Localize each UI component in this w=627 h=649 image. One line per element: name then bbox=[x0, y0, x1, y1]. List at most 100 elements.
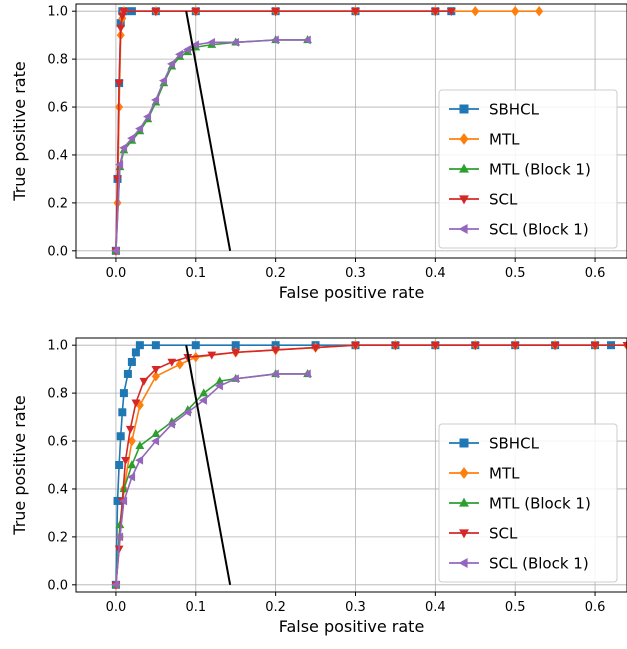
data-point bbox=[311, 344, 320, 353]
data-point bbox=[167, 419, 176, 429]
data-point bbox=[590, 341, 600, 350]
data-point bbox=[151, 365, 161, 374]
data-point bbox=[143, 112, 152, 122]
data-point bbox=[115, 520, 125, 529]
data-point bbox=[135, 124, 144, 134]
plot-frame bbox=[75, 337, 627, 593]
data-point bbox=[351, 341, 360, 350]
data-point bbox=[271, 7, 281, 16]
series-mtl-block-1- bbox=[111, 35, 312, 255]
x-tick-label: 0.0 bbox=[106, 266, 127, 281]
data-point bbox=[182, 407, 191, 417]
data-point bbox=[271, 346, 281, 355]
data-point bbox=[116, 24, 126, 33]
data-point bbox=[230, 37, 239, 47]
data-point bbox=[206, 37, 215, 47]
legend-marker bbox=[459, 104, 469, 114]
y-tick-label: 1.0 bbox=[47, 339, 68, 354]
series-scl-block-1- bbox=[111, 35, 311, 256]
y-tick-label: 0.2 bbox=[47, 530, 68, 545]
series-line bbox=[115, 39, 308, 251]
y-tick-label: 0.6 bbox=[47, 101, 68, 116]
data-point bbox=[471, 5, 480, 17]
legend-marker bbox=[459, 467, 469, 479]
legend-marker bbox=[459, 438, 469, 448]
data-point bbox=[115, 532, 124, 542]
legend: SBHCL MTL MTL (Block 1) SCL SCL (Block 1) bbox=[438, 89, 618, 249]
series-scl bbox=[111, 7, 456, 256]
y-tick-label: 1.0 bbox=[47, 5, 68, 20]
data-point bbox=[114, 79, 124, 88]
data-point bbox=[115, 461, 124, 469]
data-point bbox=[127, 133, 136, 143]
legend-marker bbox=[459, 497, 469, 507]
data-point bbox=[182, 45, 191, 54]
x-tick-label: 0.2 bbox=[265, 600, 286, 615]
series-diagonal-line bbox=[185, 11, 232, 251]
legend-marker bbox=[459, 529, 469, 539]
y-tick-label: 0.0 bbox=[47, 244, 68, 259]
legend-item: MTL bbox=[449, 465, 520, 483]
data-point bbox=[125, 425, 135, 434]
legend-item: SCL bbox=[449, 191, 518, 209]
data-point bbox=[121, 457, 130, 466]
legend-item: SCL (Block 1) bbox=[449, 221, 589, 239]
legend-label: SCL bbox=[489, 191, 518, 209]
legend-label: SCL (Block 1) bbox=[489, 555, 589, 573]
y-tick-label: 0.0 bbox=[47, 578, 68, 593]
data-point bbox=[139, 377, 149, 386]
legend: SBHCL MTL MTL (Block 1) SCL SCL (Block 1) bbox=[438, 423, 618, 583]
data-point bbox=[191, 341, 200, 350]
data-point bbox=[231, 349, 241, 358]
series-scl bbox=[111, 341, 627, 590]
data-point bbox=[119, 7, 129, 16]
series-line bbox=[115, 39, 308, 251]
data-point bbox=[135, 455, 144, 465]
data-point bbox=[116, 432, 125, 441]
data-point bbox=[470, 341, 480, 350]
data-point bbox=[198, 395, 207, 405]
x-axis-label: False positive rate bbox=[279, 617, 425, 636]
y-tick-label: 0.6 bbox=[47, 435, 68, 450]
legend-label: SCL bbox=[489, 525, 518, 543]
x-tick-label: 0.4 bbox=[425, 266, 446, 281]
series-line bbox=[185, 345, 232, 585]
data-point bbox=[391, 341, 400, 350]
series-line bbox=[115, 344, 627, 585]
legend-item: MTL (Block 1) bbox=[449, 495, 591, 513]
series-diagonal-line bbox=[185, 345, 232, 585]
data-point bbox=[199, 388, 209, 397]
data-point bbox=[270, 369, 279, 379]
legend-item: SCL bbox=[449, 525, 518, 543]
data-point bbox=[535, 5, 544, 17]
legend-item: MTL (Block 1) bbox=[449, 161, 591, 179]
data-point bbox=[175, 359, 184, 370]
x-tick-label: 0.5 bbox=[505, 600, 526, 615]
legend-box bbox=[438, 89, 618, 249]
series-sbhcl bbox=[111, 7, 456, 255]
data-point bbox=[151, 436, 160, 446]
data-point bbox=[127, 357, 136, 366]
data-point bbox=[151, 341, 160, 350]
legend-item: SCL (Block 1) bbox=[449, 555, 589, 573]
data-point bbox=[127, 472, 136, 482]
data-point bbox=[118, 408, 127, 417]
data-point bbox=[510, 341, 520, 350]
legend-label: MTL bbox=[489, 131, 520, 149]
x-tick-label: 0.6 bbox=[585, 600, 606, 615]
data-point bbox=[511, 5, 520, 17]
x-tick-label: 0.1 bbox=[185, 266, 206, 281]
data-point bbox=[111, 580, 120, 590]
legend-marker bbox=[458, 558, 468, 568]
data-point bbox=[302, 369, 311, 379]
x-tick-label: 0.2 bbox=[265, 266, 286, 281]
y-tick-label: 0.4 bbox=[47, 482, 68, 497]
data-point bbox=[167, 358, 177, 367]
legend-marker bbox=[459, 133, 469, 145]
data-point bbox=[159, 76, 168, 86]
plot-area bbox=[111, 339, 627, 591]
x-tick-label: 0.4 bbox=[425, 600, 446, 615]
legend-label: MTL (Block 1) bbox=[489, 495, 591, 513]
data-point bbox=[231, 341, 240, 350]
